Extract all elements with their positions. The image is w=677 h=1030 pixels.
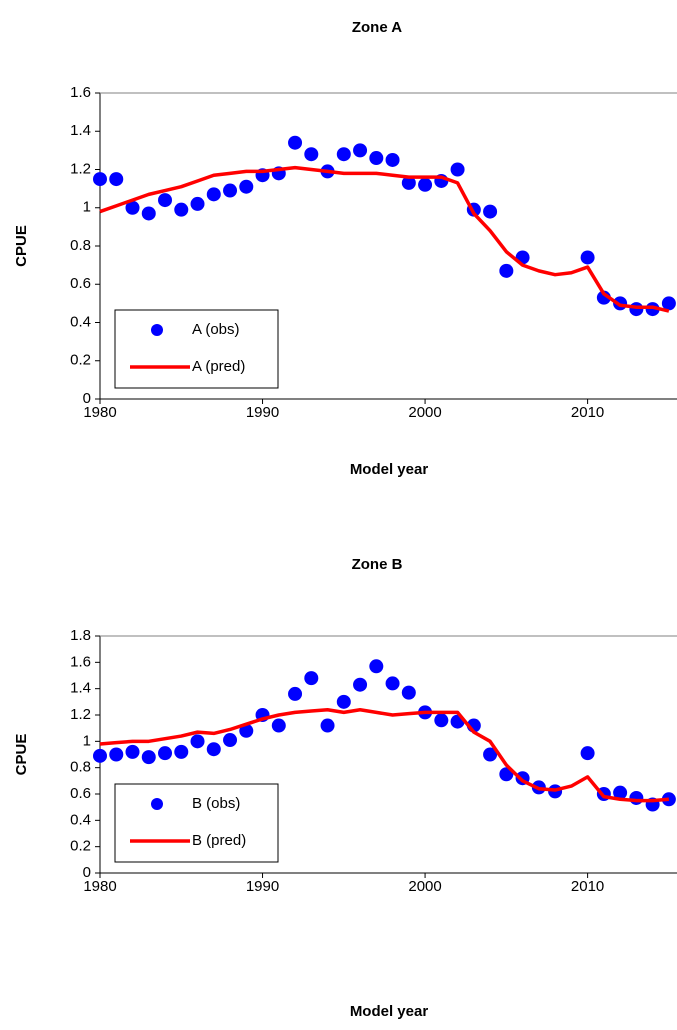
data-point: [190, 196, 205, 211]
data-point: [223, 733, 238, 748]
y-tick-label: 1: [83, 732, 91, 749]
data-point: [499, 263, 514, 278]
data-point: [434, 713, 449, 728]
x-tick-label: 2000: [408, 878, 441, 895]
legend-label: A (obs): [192, 321, 240, 338]
data-point: [288, 686, 303, 701]
data-point: [174, 202, 189, 217]
y-tick-label: 0: [83, 390, 91, 407]
data-point: [304, 671, 319, 686]
y-tick-label: 0: [83, 864, 91, 881]
data-point: [369, 151, 384, 166]
data-point: [401, 685, 416, 700]
y-tick-label: 0.2: [70, 352, 91, 369]
y-axis-label: CPUE: [13, 225, 30, 267]
y-tick-label: 1.2: [70, 706, 91, 723]
data-point: [109, 747, 124, 762]
y-tick-label: 0.8: [70, 759, 91, 776]
y-tick-label: 0.2: [70, 838, 91, 855]
data-point: [223, 183, 238, 198]
data-point: [450, 162, 465, 177]
series-line: [99, 707, 670, 803]
data-point: [629, 790, 644, 805]
data-point: [239, 723, 254, 738]
y-tick-label: 1.2: [70, 160, 91, 177]
y-tick-label: 0.6: [70, 785, 91, 802]
legend-box: [114, 783, 279, 863]
x-tick-label: 1980: [83, 404, 116, 421]
x-tick-label: 2010: [571, 404, 604, 421]
y-tick-label: 1.4: [70, 680, 91, 697]
x-axis-label: Model year: [350, 461, 429, 478]
data-point: [369, 659, 384, 674]
data-point: [206, 742, 221, 757]
data-point: [336, 147, 351, 162]
x-tick-label: 1990: [246, 878, 279, 895]
data-point: [580, 250, 595, 265]
data-point: [158, 746, 173, 761]
data-point: [158, 193, 173, 208]
data-point: [418, 177, 433, 192]
chart-title: Zone B: [352, 556, 403, 573]
y-tick-label: 1.8: [70, 627, 91, 644]
data-point: [239, 179, 254, 194]
data-point: [401, 175, 416, 190]
data-point: [109, 172, 124, 187]
data-point: [93, 748, 107, 763]
data-point: [141, 206, 156, 221]
data-point: [288, 135, 303, 150]
data-point: [141, 750, 156, 765]
data-point: [320, 718, 335, 733]
data-point: [661, 296, 676, 311]
legend-label: B (pred): [192, 832, 246, 849]
chart-title: Zone A: [352, 19, 402, 36]
x-tick-label: 2010: [571, 878, 604, 895]
data-point: [580, 746, 595, 761]
legend-label: A (pred): [192, 358, 245, 375]
data-point: [483, 747, 498, 762]
data-point: [93, 172, 107, 187]
y-tick-label: 0.6: [70, 275, 91, 292]
data-point: [174, 744, 189, 759]
data-point: [125, 744, 140, 759]
legend-box: [114, 309, 279, 389]
y-tick-label: 0.8: [70, 237, 91, 254]
y-tick-label: 1.6: [70, 653, 91, 670]
legend-label: B (obs): [192, 795, 240, 812]
series-line: [99, 165, 670, 313]
data-point: [190, 734, 205, 749]
data-point: [385, 676, 400, 691]
data-point: [385, 152, 400, 167]
data-point: [613, 785, 628, 800]
data-point: [304, 147, 319, 162]
data-point: [661, 792, 676, 807]
x-axis-label: Model year: [350, 1003, 429, 1020]
data-point: [271, 718, 286, 733]
y-tick-label: 1.4: [70, 122, 91, 139]
y-axis-label: CPUE: [13, 734, 30, 776]
data-point: [206, 187, 221, 202]
y-tick-label: 0.4: [70, 313, 91, 330]
x-tick-label: 1990: [246, 404, 279, 421]
legend-marker: [151, 324, 163, 336]
y-tick-label: 0.4: [70, 811, 91, 828]
y-tick-label: 1: [83, 199, 91, 216]
data-point: [336, 694, 351, 709]
data-point: [353, 677, 368, 692]
legend-marker: [151, 798, 163, 810]
data-point: [353, 143, 368, 158]
x-tick-label: 1980: [83, 878, 116, 895]
y-tick-label: 1.6: [70, 84, 91, 101]
x-tick-label: 2000: [408, 404, 441, 421]
data-point: [596, 290, 611, 305]
data-point: [483, 204, 498, 219]
data-point: [629, 302, 644, 317]
data-point: [125, 200, 140, 215]
